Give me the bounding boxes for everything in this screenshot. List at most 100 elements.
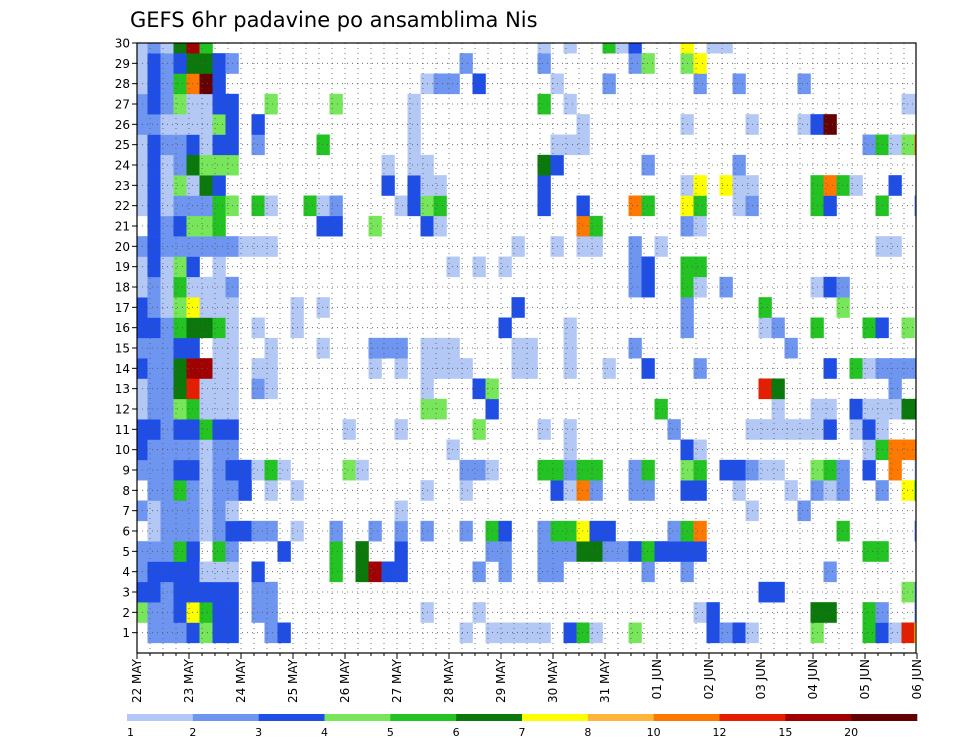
heatmap-cell	[784, 480, 798, 501]
heatmap-cell	[199, 520, 213, 542]
x-tick-label: 30 MAY	[546, 658, 560, 703]
heatmap-cell	[173, 297, 187, 318]
heatmap-cell	[732, 154, 746, 176]
heatmap-cell	[732, 622, 746, 644]
heatmap-cell	[537, 175, 551, 196]
heatmap-cell	[212, 459, 226, 481]
heatmap-cell	[563, 337, 577, 359]
heatmap-cell	[199, 419, 213, 440]
heatmap-cell	[147, 581, 161, 603]
heatmap-cell	[823, 419, 837, 440]
heatmap-cell	[758, 297, 772, 318]
heatmap-cell	[212, 195, 226, 217]
y-tick-label: 23	[115, 179, 130, 193]
heatmap-cell	[732, 175, 746, 196]
heatmap-cell	[147, 541, 161, 562]
heatmap-cell	[199, 73, 213, 95]
colorbar-label: 12	[713, 726, 727, 739]
heatmap-cell	[238, 520, 252, 542]
heatmap-cell	[602, 73, 616, 95]
heatmap-cells	[137, 43, 917, 644]
heatmap-cell	[758, 317, 772, 339]
heatmap-cell	[186, 114, 200, 135]
heatmap-cell	[862, 419, 876, 440]
heatmap-cell	[628, 337, 642, 359]
heatmap-cell	[147, 73, 161, 95]
heatmap-cell	[199, 480, 213, 501]
heatmap-cell	[251, 581, 265, 603]
heatmap-cell	[719, 175, 733, 196]
heatmap-cell	[693, 439, 707, 461]
heatmap-cell	[823, 195, 837, 217]
heatmap-cell	[901, 622, 915, 644]
heatmap-cell	[186, 297, 200, 318]
heatmap-cell	[186, 236, 200, 257]
heatmap-cell	[173, 622, 187, 644]
colorbar-swatch	[324, 714, 391, 721]
heatmap-cell	[264, 358, 278, 379]
y-tick-label: 14	[115, 362, 130, 376]
heatmap-cell	[732, 459, 746, 481]
heatmap-cell	[147, 236, 161, 257]
heatmap-cell	[628, 480, 642, 501]
heatmap-cell	[147, 134, 161, 156]
heatmap-cell	[381, 561, 395, 583]
heatmap-cell	[329, 561, 343, 583]
heatmap-cell	[264, 602, 278, 623]
heatmap-cell	[771, 459, 785, 481]
colorbar-swatch	[522, 714, 589, 721]
heatmap-cell	[264, 622, 278, 644]
y-tick-label: 28	[115, 77, 130, 91]
heatmap-cell	[394, 561, 408, 583]
heatmap-cell	[147, 520, 161, 542]
heatmap-cell	[615, 43, 629, 54]
heatmap-cell	[771, 398, 785, 420]
heatmap-cell	[446, 439, 460, 461]
heatmap-cell	[693, 215, 707, 237]
heatmap-cell	[693, 541, 707, 562]
heatmap-cell	[186, 73, 200, 95]
heatmap-cell	[563, 459, 577, 481]
heatmap-cell	[628, 195, 642, 217]
y-tick-label: 26	[115, 118, 130, 132]
heatmap-cell	[212, 378, 226, 400]
heatmap-cell	[901, 480, 915, 501]
heatmap-cell	[394, 500, 408, 522]
heatmap-cell	[329, 541, 343, 562]
x-tick-label: 23 MAY	[182, 658, 196, 703]
heatmap-cell	[836, 520, 850, 542]
y-tick-label: 24	[115, 159, 130, 173]
heatmap-cell	[186, 317, 200, 339]
x-tick-label: 28 MAY	[442, 658, 456, 703]
heatmap-cell	[641, 358, 655, 379]
heatmap-cell	[823, 175, 837, 196]
heatmap-cell	[628, 276, 642, 298]
heatmap-cell	[693, 358, 707, 379]
heatmap-cell	[537, 459, 551, 481]
heatmap-cell	[212, 297, 226, 318]
heatmap-cell	[186, 175, 200, 196]
heatmap-cell	[407, 134, 421, 156]
heatmap-cell	[472, 602, 486, 623]
x-tick-label: 04 JUN	[806, 659, 820, 699]
heatmap-cell	[719, 459, 733, 481]
heatmap-cell	[641, 276, 655, 298]
heatmap-cell	[758, 459, 772, 481]
heatmap-cell	[537, 419, 551, 440]
heatmap-cell	[537, 195, 551, 217]
heatmap-cell	[901, 317, 915, 339]
heatmap-cell	[147, 439, 161, 461]
heatmap-cell	[732, 480, 746, 501]
heatmap-cell	[693, 520, 707, 542]
heatmap-cell	[602, 520, 616, 542]
heatmap-cell	[680, 43, 694, 54]
heatmap-cell	[849, 398, 863, 420]
heatmap-cell	[628, 53, 642, 74]
heatmap-cell	[186, 358, 200, 379]
heatmap-cell	[576, 459, 590, 481]
heatmap-cell	[238, 236, 252, 257]
heatmap-cell	[186, 520, 200, 542]
heatmap-cell	[199, 500, 213, 522]
heatmap-cell	[394, 337, 408, 359]
heatmap-cell	[498, 520, 512, 542]
